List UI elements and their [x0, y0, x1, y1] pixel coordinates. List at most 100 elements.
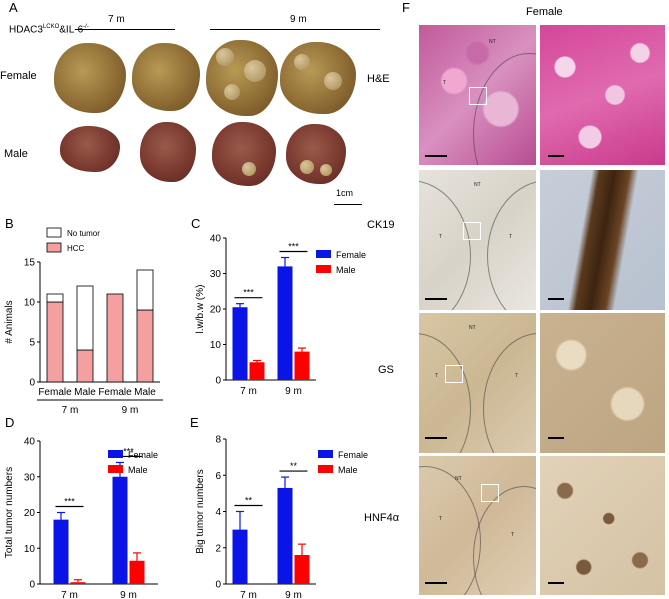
zoom-box: [469, 87, 487, 105]
x-tick-label: 9 m: [285, 386, 302, 397]
y-tick-label: 40: [24, 437, 36, 448]
panel-f-title: Female: [526, 6, 563, 18]
micrograph-he-high: [540, 25, 665, 165]
scale-label: 1cm: [336, 188, 354, 198]
legend-label: Male: [128, 465, 148, 475]
chart-e: 0 2 4 6 8 Big tumor numbers ** 7 m ** 9 m Female Ma…: [195, 435, 368, 599]
significance-label: **: [290, 461, 298, 471]
liver-photo-female-9m-1: [206, 40, 278, 116]
bar-female: [112, 476, 128, 584]
bar-male: [249, 362, 265, 380]
x-tick-label: Male: [134, 387, 156, 398]
y-tick-label: 5: [29, 338, 35, 349]
row-male-label: Male: [4, 148, 28, 160]
liver-photo-male-9m-2: [286, 124, 346, 184]
significance-label: **: [245, 496, 253, 506]
zoom-box: [481, 484, 499, 502]
y-tick-label: 8: [215, 435, 221, 446]
row-female-label: Female: [0, 70, 37, 82]
y-tick-label: 0: [215, 580, 221, 591]
panel-f-letter: F: [402, 0, 410, 15]
row-label-he: H&E: [367, 73, 390, 85]
micrograph-gs-low: T T NT: [419, 313, 536, 453]
x-tick-label: 7 m: [240, 590, 257, 599]
micrograph-he-low: T NT: [419, 25, 536, 165]
y-axis-label: # Animals: [4, 300, 15, 343]
liver-photo-male-7m-2: [140, 122, 196, 182]
legend-swatch-female: [316, 250, 331, 258]
x-tick-label: Female: [38, 387, 72, 398]
group-label: 9 m: [122, 405, 139, 416]
x-tick-label: 7 m: [61, 590, 78, 599]
bar-no-tumor: [76, 285, 94, 351]
y-tick-label: 0: [29, 378, 35, 389]
legend-label: HCC: [67, 244, 85, 253]
significance-label: ***: [288, 242, 299, 252]
bar-female: [232, 529, 248, 584]
bar-male: [294, 555, 310, 584]
zoom-box: [445, 365, 463, 383]
scale-bar: [548, 298, 564, 300]
bar-male: [70, 582, 86, 584]
legend-swatch-male: [316, 265, 331, 273]
y-tick-label: 30: [210, 269, 222, 280]
micrograph-ck19-high: [540, 170, 665, 310]
liver-photo-female-7m-1: [54, 43, 126, 113]
scale-bar: [425, 298, 447, 300]
age-7m-line: [75, 29, 175, 30]
x-tick-label: Male: [74, 387, 96, 398]
legend-swatch: [46, 242, 62, 253]
significance-label: ***: [243, 288, 254, 298]
panel-d-letter: D: [5, 415, 15, 430]
chart-c: 0 10 20 30 40 l.w/b.w (%) *** 7 m *** 9 m Female Ma…: [195, 234, 366, 398]
y-tick-label: 10: [24, 544, 36, 555]
legend-label: Female: [336, 250, 366, 260]
legend-label: Male: [338, 465, 358, 475]
x-tick-label: 7 m: [240, 386, 257, 397]
bar-female: [232, 307, 248, 380]
y-tick-label: 0: [29, 580, 35, 591]
y-tick-label: 2: [215, 543, 221, 554]
legend-label: Female: [128, 450, 158, 460]
legend-swatch: [46, 227, 62, 238]
legend-swatch-male: [108, 465, 123, 473]
group-label: 7 m: [62, 405, 79, 416]
y-tick-label: 40: [210, 234, 222, 245]
scale-bar: [425, 582, 447, 584]
y-axis-label: Big tumor numbers: [195, 469, 206, 553]
bar-hcc: [106, 293, 124, 383]
micrograph-hnf4a-high: [540, 456, 665, 595]
scale-bar: [425, 437, 447, 439]
liver-photo-female-7m-2: [132, 43, 200, 111]
y-tick-label: 10: [24, 298, 36, 309]
legend-label: No tumor: [67, 229, 100, 238]
y-tick-label: 20: [24, 508, 36, 519]
bar-male: [294, 351, 310, 380]
bar-no-tumor: [46, 293, 64, 303]
age-9m-label: 9 m: [290, 14, 307, 25]
y-axis-label: Total tumor numbers: [4, 467, 15, 558]
y-tick-label: 15: [24, 258, 36, 269]
y-tick-label: 0: [215, 376, 221, 387]
panel-a-letter: A: [9, 0, 18, 15]
panel-c-letter: C: [191, 216, 201, 231]
bar-male: [129, 560, 145, 584]
age-9m-line: [210, 29, 380, 30]
bar-female: [277, 266, 293, 380]
legend-label: Male: [336, 265, 356, 275]
panel-e-letter: E: [190, 415, 199, 430]
scale-bar: [334, 204, 362, 205]
x-tick-label: 9 m: [120, 590, 137, 599]
bar-female: [53, 519, 69, 584]
age-7m-label: 7 m: [108, 14, 125, 25]
x-tick-label: 9 m: [285, 590, 302, 599]
bar-no-tumor: [136, 269, 154, 311]
significance-label: ***: [123, 446, 134, 456]
row-label-hnf4a: HNF4α: [364, 512, 400, 524]
bar-hcc: [46, 301, 64, 383]
y-tick-label: 6: [215, 471, 221, 482]
legend-swatch-female: [318, 450, 333, 458]
scale-bar: [548, 437, 564, 439]
panel-b-letter: B: [5, 216, 14, 231]
